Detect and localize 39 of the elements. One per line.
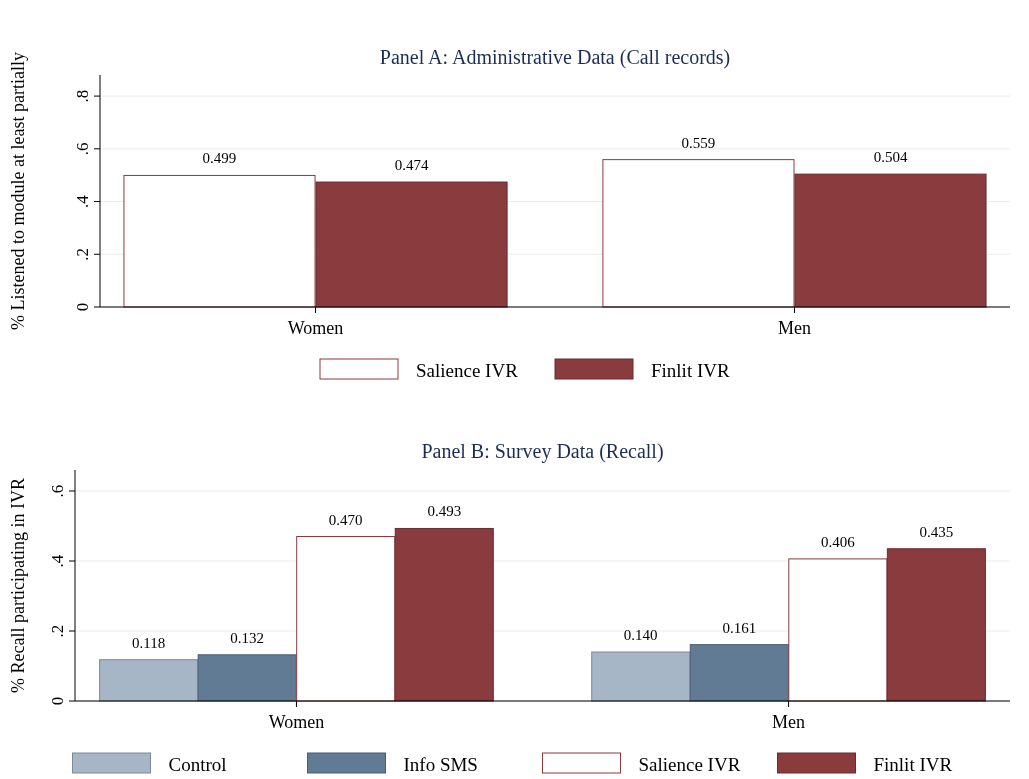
y-tick-label: .4 <box>48 554 67 568</box>
data-label: 0.470 <box>328 511 363 528</box>
data-label: 0.474 <box>394 157 429 174</box>
chart-title: Panel B: Survey Data (Recall) <box>421 440 664 463</box>
bar <box>197 654 297 702</box>
y-tick-label: .6 <box>48 484 67 498</box>
bar <box>99 659 199 702</box>
y-tick-label: .4 <box>73 194 92 208</box>
data-label: 0.493 <box>427 503 462 520</box>
x-tick-label: Women <box>287 318 344 338</box>
data-label: 0.435 <box>919 523 954 540</box>
legend-label: Finlit IVR <box>651 360 730 381</box>
y-tick-label: .2 <box>73 247 92 261</box>
data-label: 0.559 <box>681 134 716 151</box>
data-label: 0.161 <box>722 619 757 636</box>
y-tick-label: .2 <box>48 624 67 638</box>
chart-title: Panel A: Administrative Data (Call records) <box>379 46 731 69</box>
y-axis-title: % Listened to module at least partially <box>8 52 28 330</box>
x-tick-label: Men <box>777 318 811 338</box>
data-label: 0.504 <box>873 149 908 166</box>
y-tick-label: .8 <box>73 89 92 103</box>
y-tick-label: 0 <box>73 302 92 312</box>
data-label: 0.140 <box>623 627 658 643</box>
legend-label: Info SMS <box>403 754 478 775</box>
data-label: 0.499 <box>202 150 237 167</box>
x-tick-label: Women <box>268 712 325 732</box>
x-tick-label: Men <box>772 712 806 732</box>
legend-label: Control <box>168 754 227 775</box>
bar <box>591 651 691 702</box>
y-axis-title: % Recall participating in IVR <box>8 478 28 693</box>
legend-label: Salience IVR <box>638 754 741 775</box>
y-tick-label: .6 <box>73 142 92 156</box>
data-label: 0.406 <box>820 533 856 550</box>
legend-label: Salience IVR <box>416 360 519 381</box>
data-label: 0.118 <box>132 634 166 651</box>
data-label: 0.132 <box>230 629 265 646</box>
y-tick-label: 0 <box>48 696 67 706</box>
bar <box>689 644 789 702</box>
legend-label: Finlit IVR <box>873 754 953 775</box>
